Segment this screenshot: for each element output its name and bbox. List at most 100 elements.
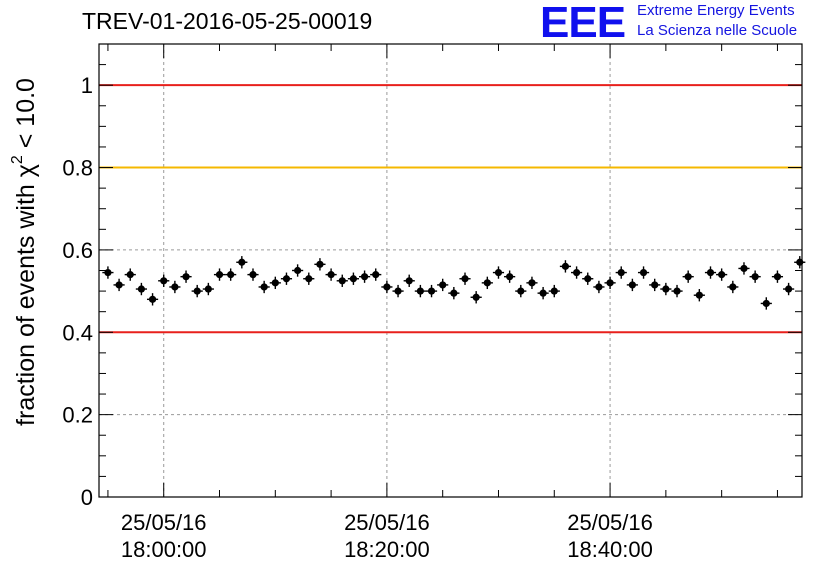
point-marker: [338, 277, 346, 285]
point-marker: [215, 271, 224, 279]
point-marker: [561, 262, 570, 270]
point-marker: [718, 271, 726, 279]
data-point: [671, 284, 683, 298]
chart-title: TREV-01-2016-05-25-00019: [82, 8, 373, 34]
x-tick-label-date: 25/05/16: [344, 510, 430, 535]
data-point: [292, 264, 304, 277]
point-marker: [506, 273, 514, 281]
data-point: [548, 284, 560, 298]
data-point: [303, 272, 315, 285]
point-marker: [706, 268, 715, 277]
point-marker: [773, 273, 782, 281]
point-marker: [249, 271, 257, 279]
data-point: [370, 268, 382, 281]
point-marker: [104, 268, 112, 277]
point-marker: [639, 268, 648, 277]
data-point: [392, 284, 404, 298]
point-marker: [394, 287, 402, 295]
data-point: [537, 286, 549, 300]
data-point: [191, 284, 203, 298]
data-point: [571, 266, 583, 279]
data-point: [102, 266, 114, 279]
data-point: [738, 262, 750, 275]
point-marker: [171, 283, 179, 291]
point-marker: [349, 275, 358, 283]
point-marker: [472, 293, 480, 301]
data-point: [794, 256, 806, 269]
point-marker: [662, 285, 670, 293]
point-marker: [271, 279, 279, 287]
x-tick-label-date: 25/05/16: [121, 510, 207, 535]
point-marker: [316, 260, 324, 268]
eee-logo: EEE Extreme Energy Events La Scienza nel…: [540, 0, 830, 46]
point-marker: [227, 271, 235, 279]
axis-ticks: 00.20.40.60.8125/05/1618:00:0025/05/1618…: [62, 43, 802, 562]
data-point: [649, 278, 661, 292]
point-marker: [160, 277, 168, 285]
data-point: [247, 268, 259, 281]
data-point: [347, 272, 359, 285]
data-point: [626, 278, 638, 292]
point-marker: [416, 287, 424, 295]
data-point: [146, 293, 159, 306]
x-tick-label-time: 18:20:00: [344, 537, 430, 562]
data-point: [124, 268, 136, 281]
data-point: [582, 272, 594, 285]
point-marker: [584, 275, 592, 283]
data-point: [135, 282, 147, 296]
data-point: [448, 286, 460, 300]
data-point: [113, 278, 125, 292]
point-marker: [204, 285, 212, 293]
data-point: [180, 270, 192, 283]
data-point: [727, 280, 739, 294]
eee-logo-line1: Extreme Energy Events: [637, 2, 795, 19]
data-point: [437, 278, 449, 292]
point-marker: [684, 273, 692, 281]
data-points: [102, 256, 806, 310]
data-point: [158, 274, 170, 287]
eee-logo-line2: La Scienza nelle Scuole: [637, 22, 798, 39]
point-marker: [751, 273, 759, 281]
grid-layer: [99, 44, 802, 497]
data-point: [236, 256, 248, 269]
y-label-chi: χ: [12, 164, 40, 177]
data-point: [403, 274, 415, 287]
point-marker: [126, 271, 134, 279]
y-label-threshold: < 10.0: [12, 78, 40, 155]
point-marker: [628, 281, 636, 289]
y-tick-label: 0.6: [62, 238, 93, 263]
data-point: [615, 266, 627, 279]
point-marker: [372, 271, 380, 279]
point-marker: [327, 271, 335, 279]
point-marker: [182, 273, 190, 281]
y-tick-label: 0: [81, 485, 93, 510]
data-point: [771, 270, 784, 283]
data-point: [358, 270, 371, 283]
y-axis-label: fraction of events with χ2 < 10.0: [9, 78, 40, 426]
data-point: [783, 282, 795, 296]
point-marker: [785, 285, 793, 293]
data-point: [481, 276, 493, 290]
data-point: [492, 266, 505, 279]
plot-frame: [98, 43, 803, 498]
data-point: [269, 276, 281, 290]
x-tick-label-time: 18:00:00: [121, 537, 207, 562]
data-point: [682, 270, 694, 283]
point-marker: [294, 266, 302, 275]
data-point: [637, 266, 650, 279]
point-marker: [405, 277, 413, 285]
point-marker: [483, 279, 491, 287]
point-marker: [439, 281, 447, 289]
point-marker: [617, 268, 625, 277]
y-tick-label: 1: [81, 73, 93, 98]
data-point: [526, 276, 538, 290]
data-point: [693, 289, 705, 302]
data-point: [169, 280, 181, 294]
reference-lines: [99, 84, 802, 334]
point-marker: [729, 283, 737, 291]
data-point: [515, 284, 527, 298]
data-point: [425, 284, 438, 298]
y-axis-label-group: fraction of events with χ2 < 10.0: [9, 78, 40, 426]
